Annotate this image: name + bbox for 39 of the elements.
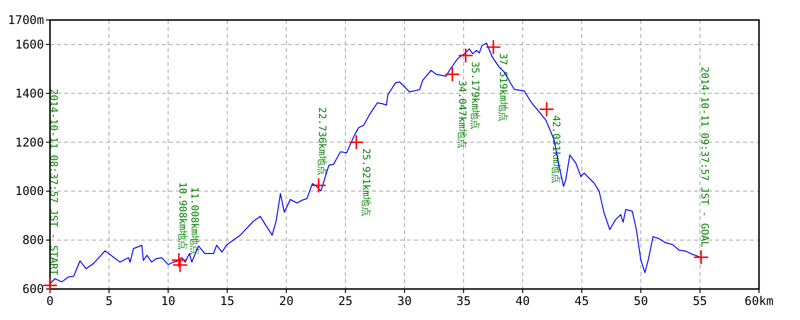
x-tick-label: 35: [456, 294, 471, 308]
x-tick-label: 25: [338, 294, 353, 308]
point: [348, 134, 364, 150]
x-tick-label: 20: [279, 294, 294, 308]
x-tick-label: 50: [634, 294, 648, 308]
point: [458, 48, 474, 64]
x-tick-label: 55: [692, 294, 708, 308]
x-tick-label: 15: [220, 294, 234, 308]
y-tick-label: 1600: [15, 37, 44, 52]
y-tick-label: 1400: [15, 86, 44, 100]
y-tick-label: 1700m: [8, 13, 44, 27]
annotation: 34.047km地点: [456, 80, 467, 148]
annotation: 22.736km地点: [316, 107, 328, 176]
x-tick-label: 5: [105, 294, 113, 308]
x-tick-label: 60km: [744, 294, 774, 308]
y-tick-label: 1000: [15, 184, 44, 198]
y-tick-label: 800: [22, 233, 44, 248]
point: [171, 252, 187, 268]
annotation: 25.921km地点: [360, 148, 371, 216]
x-tick-label: 10: [160, 294, 176, 308]
x-tick-label: 45: [574, 294, 589, 308]
point: [444, 66, 460, 82]
point: [42, 278, 58, 294]
y-tick-label: 1200: [15, 135, 44, 150]
annotation: 2014-10-11 09:37:57 JST - GOAL: [698, 66, 710, 248]
annotation: 2014-10-11 08:37:57 JST - START: [48, 88, 58, 276]
x-tick-label: 30: [397, 294, 412, 308]
x-tick-label: 0: [46, 294, 54, 308]
annotation: 10.908km地点: [176, 182, 188, 250]
point: [693, 249, 709, 265]
point: [538, 102, 554, 118]
annotation: 37.519km地点: [496, 53, 508, 122]
point: [486, 39, 502, 55]
point: [310, 178, 326, 194]
x-tick-label: 40: [515, 294, 530, 308]
y-tick-label: 600: [22, 282, 44, 296]
annotation: 35.179km地点: [469, 61, 480, 130]
annotation: 42.031km地点: [550, 115, 562, 184]
point: [172, 257, 188, 273]
